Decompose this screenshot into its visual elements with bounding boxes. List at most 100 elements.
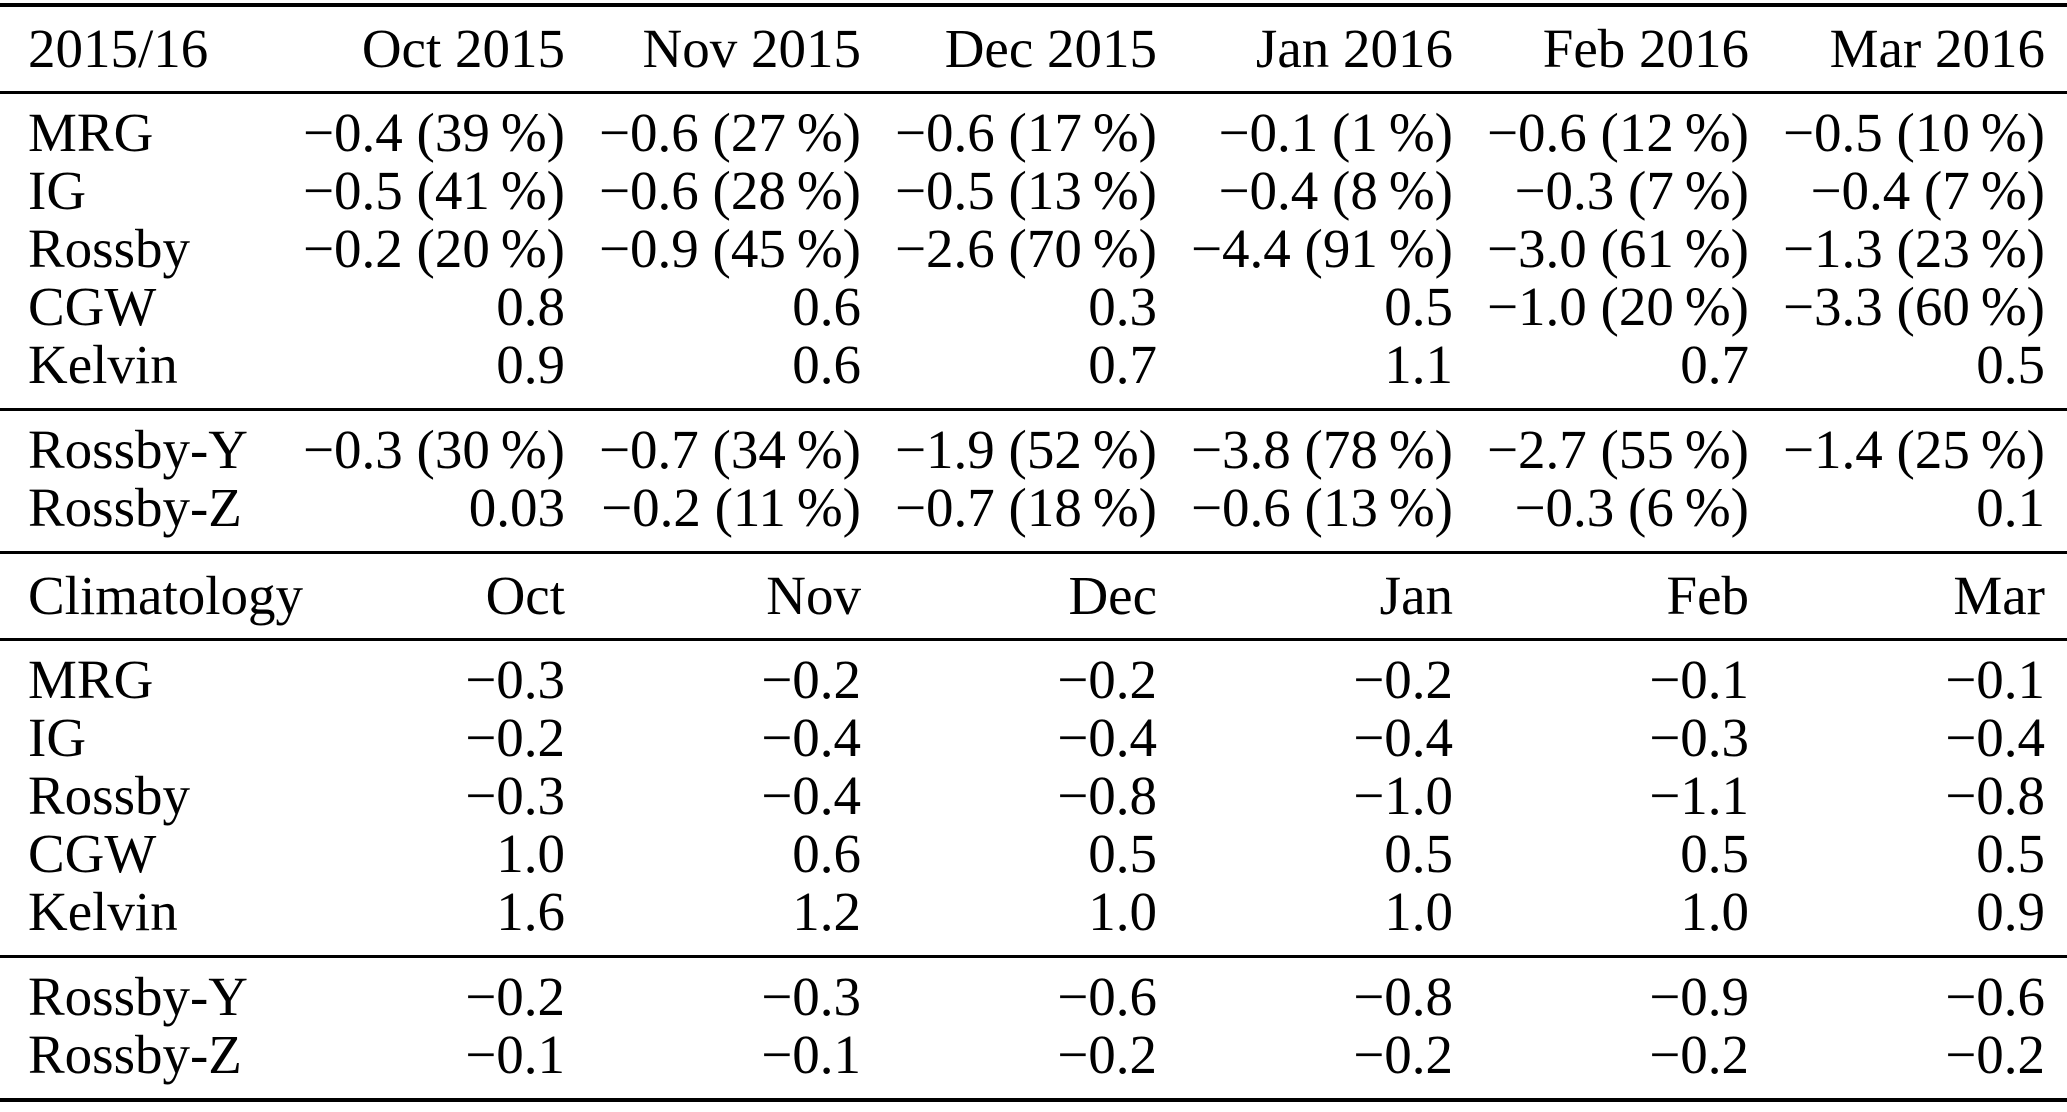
table-row-rossby-y: Rossby-Y −0.3 (30 %) −0.7 (34 %) −1.9 (5…	[0, 408, 2067, 479]
table-row-rossby-y-clim: Rossby-Y −0.2 −0.3 −0.6 −0.8 −0.9 −0.6	[0, 955, 2067, 1026]
data-cell: −2.6 (70 %)	[895, 218, 1157, 279]
data-cell: 1.6	[496, 881, 565, 942]
data-cell: −0.1	[465, 1024, 565, 1085]
data-cell: −0.8	[1181, 955, 1477, 1026]
row-label: Rossby-Y	[0, 408, 293, 479]
row-label: Rossby-Y	[0, 955, 293, 1026]
data-cell: 0.9	[1976, 881, 2045, 942]
data-cell: −0.1 (1 %)	[1218, 102, 1453, 163]
data-cell: −0.5 (41 %)	[303, 160, 565, 221]
data-cell: −0.6 (27 %)	[599, 102, 861, 163]
data-cell: −0.2	[465, 707, 565, 768]
data-cell: −0.2	[1353, 649, 1453, 710]
data-cell: −0.4	[1945, 707, 2045, 768]
data-cell: −0.4	[1353, 707, 1453, 768]
data-cell: −0.6 (17 %)	[895, 102, 1157, 163]
row-label: IG	[28, 707, 87, 768]
data-cell: −0.1	[1649, 649, 1749, 710]
data-cell: 0.5	[1680, 823, 1749, 884]
data-cell: −0.4 (39 %)	[303, 102, 565, 163]
data-cell: −3.8 (78 %)	[1181, 408, 1477, 479]
data-cell: 0.8	[496, 276, 565, 337]
data-cell: −0.2	[1057, 649, 1157, 710]
data-cell: 0.1	[1976, 477, 2045, 538]
row-label: CGW	[28, 823, 157, 884]
data-cell: −0.3	[589, 955, 885, 1026]
data-cell: −0.2	[1057, 1024, 1157, 1085]
table-row-kelvin: Kelvin 0.9 0.6 0.7 1.1 0.7 0.5	[0, 336, 2067, 410]
section-header-row-climatology: Climatology Oct Nov Dec Jan Feb Mar	[0, 551, 2067, 641]
data-cell: −0.3	[465, 765, 565, 826]
data-cell: −0.3	[1649, 707, 1749, 768]
data-cell: −0.1	[761, 1024, 861, 1085]
data-cell: −0.8	[1057, 765, 1157, 826]
data-cell: 0.5	[1384, 823, 1453, 884]
data-cell: 1.0	[1088, 881, 1157, 942]
section-title: Climatology	[0, 551, 303, 641]
row-label: Rossby-Z	[28, 1024, 242, 1085]
data-cell: −0.6	[885, 955, 1181, 1026]
data-cell: 1.0	[1680, 881, 1749, 942]
data-cell: −0.2 (11 %)	[601, 477, 861, 538]
column-header: Jan	[1181, 551, 1477, 641]
column-header: Jan 2016	[1181, 5, 1477, 94]
data-cell: −0.5 (10 %)	[1783, 102, 2045, 163]
data-cell: −0.5 (13 %)	[895, 160, 1157, 221]
row-label: Rossby	[28, 765, 190, 826]
data-cell: 0.7	[1088, 334, 1157, 395]
data-cell: −0.6	[1773, 955, 2067, 1026]
row-label: Kelvin	[28, 334, 178, 395]
data-cell: −0.3	[465, 649, 565, 710]
row-label: IG	[28, 160, 87, 221]
data-cell: 1.2	[792, 881, 861, 942]
table-row-rossby-z-clim: Rossby-Z −0.1 −0.1 −0.2 −0.2 −0.2 −0.2	[0, 1026, 2067, 1100]
data-cell: 0.5	[1384, 276, 1453, 337]
data-cell: 0.6	[792, 823, 861, 884]
data-cell: 1.1	[1384, 334, 1453, 395]
data-cell: −0.3 (30 %)	[293, 408, 589, 479]
column-header: Dec 2015	[885, 5, 1181, 94]
column-header: Mar 2016	[1773, 5, 2067, 94]
data-cell: −0.2	[1353, 1024, 1453, 1085]
table-row-rossby-clim: Rossby −0.3 −0.4 −0.8 −1.0 −1.1 −0.8	[0, 767, 2067, 825]
data-cell: 1.0	[1384, 881, 1453, 942]
table-row-rossby-z: Rossby-Z 0.03 −0.2 (11 %) −0.7 (18 %) −0…	[0, 479, 2067, 553]
table-row-ig: IG −0.5 (41 %) −0.6 (28 %) −0.5 (13 %) −…	[0, 162, 2067, 220]
row-label: CGW	[28, 276, 157, 337]
column-header: Nov	[589, 551, 885, 641]
column-header: Nov 2015	[589, 5, 885, 94]
table-row-cgw-clim: CGW 1.0 0.6 0.5 0.5 0.5 0.5	[0, 825, 2067, 883]
data-cell: −0.2	[293, 955, 589, 1026]
data-cell: −3.0 (61 %)	[1487, 218, 1749, 279]
data-cell: −0.4	[761, 707, 861, 768]
data-cell: −3.3 (60 %)	[1783, 276, 2045, 337]
data-cell: 0.03	[468, 477, 565, 538]
data-cell: −0.4 (7 %)	[1810, 160, 2045, 221]
data-cell: −0.2	[1649, 1024, 1749, 1085]
table-row-mrg-clim: MRG −0.3 −0.2 −0.2 −0.2 −0.1 −0.1	[0, 640, 2067, 710]
table-row-rossby: Rossby −0.2 (20 %) −0.9 (45 %) −2.6 (70 …	[0, 220, 2067, 278]
data-cell: 0.5	[1976, 334, 2045, 395]
data-cell: −0.3 (7 %)	[1514, 160, 1749, 221]
table-row-ig-clim: IG −0.2 −0.4 −0.4 −0.4 −0.3 −0.4	[0, 709, 2067, 767]
data-cell: −0.4	[1057, 707, 1157, 768]
column-header: Oct 2015	[293, 5, 589, 94]
data-cell: 0.5	[1976, 823, 2045, 884]
table-row-cgw: CGW 0.8 0.6 0.3 0.5 −1.0 (20 %) −3.3 (60…	[0, 278, 2067, 336]
data-cell: −2.7 (55 %)	[1477, 408, 1773, 479]
row-label: MRG	[28, 649, 154, 710]
data-cell: 0.6	[792, 276, 861, 337]
column-header: Feb	[1477, 551, 1773, 641]
row-label: MRG	[28, 102, 154, 163]
data-cell: 0.5	[1088, 823, 1157, 884]
data-cell: −1.0	[1353, 765, 1453, 826]
data-cell: −0.2	[761, 649, 861, 710]
data-cell: −0.2 (20 %)	[303, 218, 565, 279]
row-label: Rossby-Z	[28, 477, 242, 538]
column-header: Feb 2016	[1477, 5, 1773, 94]
data-cell: −1.3 (23 %)	[1783, 218, 2045, 279]
data-cell: 1.0	[496, 823, 565, 884]
data-cell: −0.1	[1945, 649, 2045, 710]
data-cell: −0.4 (8 %)	[1218, 160, 1453, 221]
column-header: Dec	[885, 551, 1181, 641]
